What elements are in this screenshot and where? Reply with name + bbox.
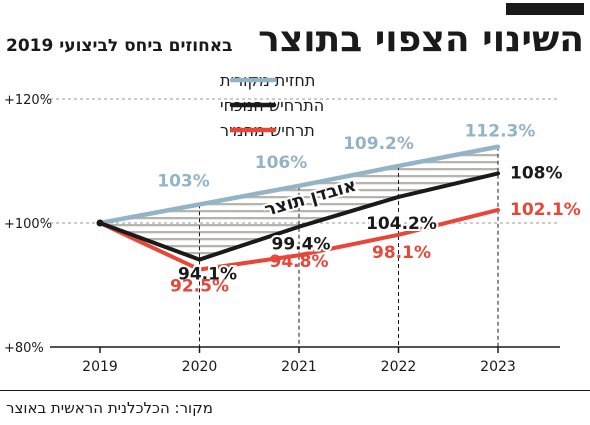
source-note: מקור: הכלכלנית הראשית באוצר (6, 399, 213, 417)
data-label-severe: 92.5% (170, 277, 229, 297)
series-line-severe (98, 207, 500, 272)
bottom-rule (0, 390, 590, 391)
series-line-current (98, 171, 500, 262)
y-tick-label: +100% (4, 217, 52, 232)
x-tick-label: 2019 (82, 359, 118, 375)
origin-point (96, 219, 104, 227)
y-tick-label: +80% (4, 341, 44, 356)
data-label-original: 112.3% (465, 122, 536, 142)
series-line-original (97, 144, 501, 226)
x-tick-label: 2020 (182, 359, 218, 375)
x-tick-label: 2022 (381, 359, 417, 375)
chart-subtitle: באחוזים ביחס לביצועי 2019 (6, 36, 233, 56)
data-label-original: 106% (255, 153, 308, 173)
y-tick-label: +120% (4, 93, 52, 108)
data-label-current: 99.4% (272, 235, 331, 255)
data-label-current: 104.2% (366, 214, 437, 234)
data-label-severe: 98.1% (372, 243, 431, 263)
x-tick-label: 2023 (480, 359, 516, 375)
data-label-severe: 94.8% (270, 252, 329, 272)
data-label-current: 108% (510, 163, 563, 183)
data-label-severe: 102.1% (510, 200, 581, 220)
data-label-original: 103% (157, 171, 210, 191)
chart-title: השינוי הצפוי בתוצר (258, 19, 584, 60)
x-tick-label: 2021 (281, 359, 317, 375)
data-label-current: 94.1% (178, 265, 237, 285)
top-rule (506, 3, 584, 15)
data-label-original: 109.2% (343, 134, 414, 154)
line-chart: +80% +100% +120% 2019 2020 2021 2022 2023 103% 1… (4, 71, 581, 375)
